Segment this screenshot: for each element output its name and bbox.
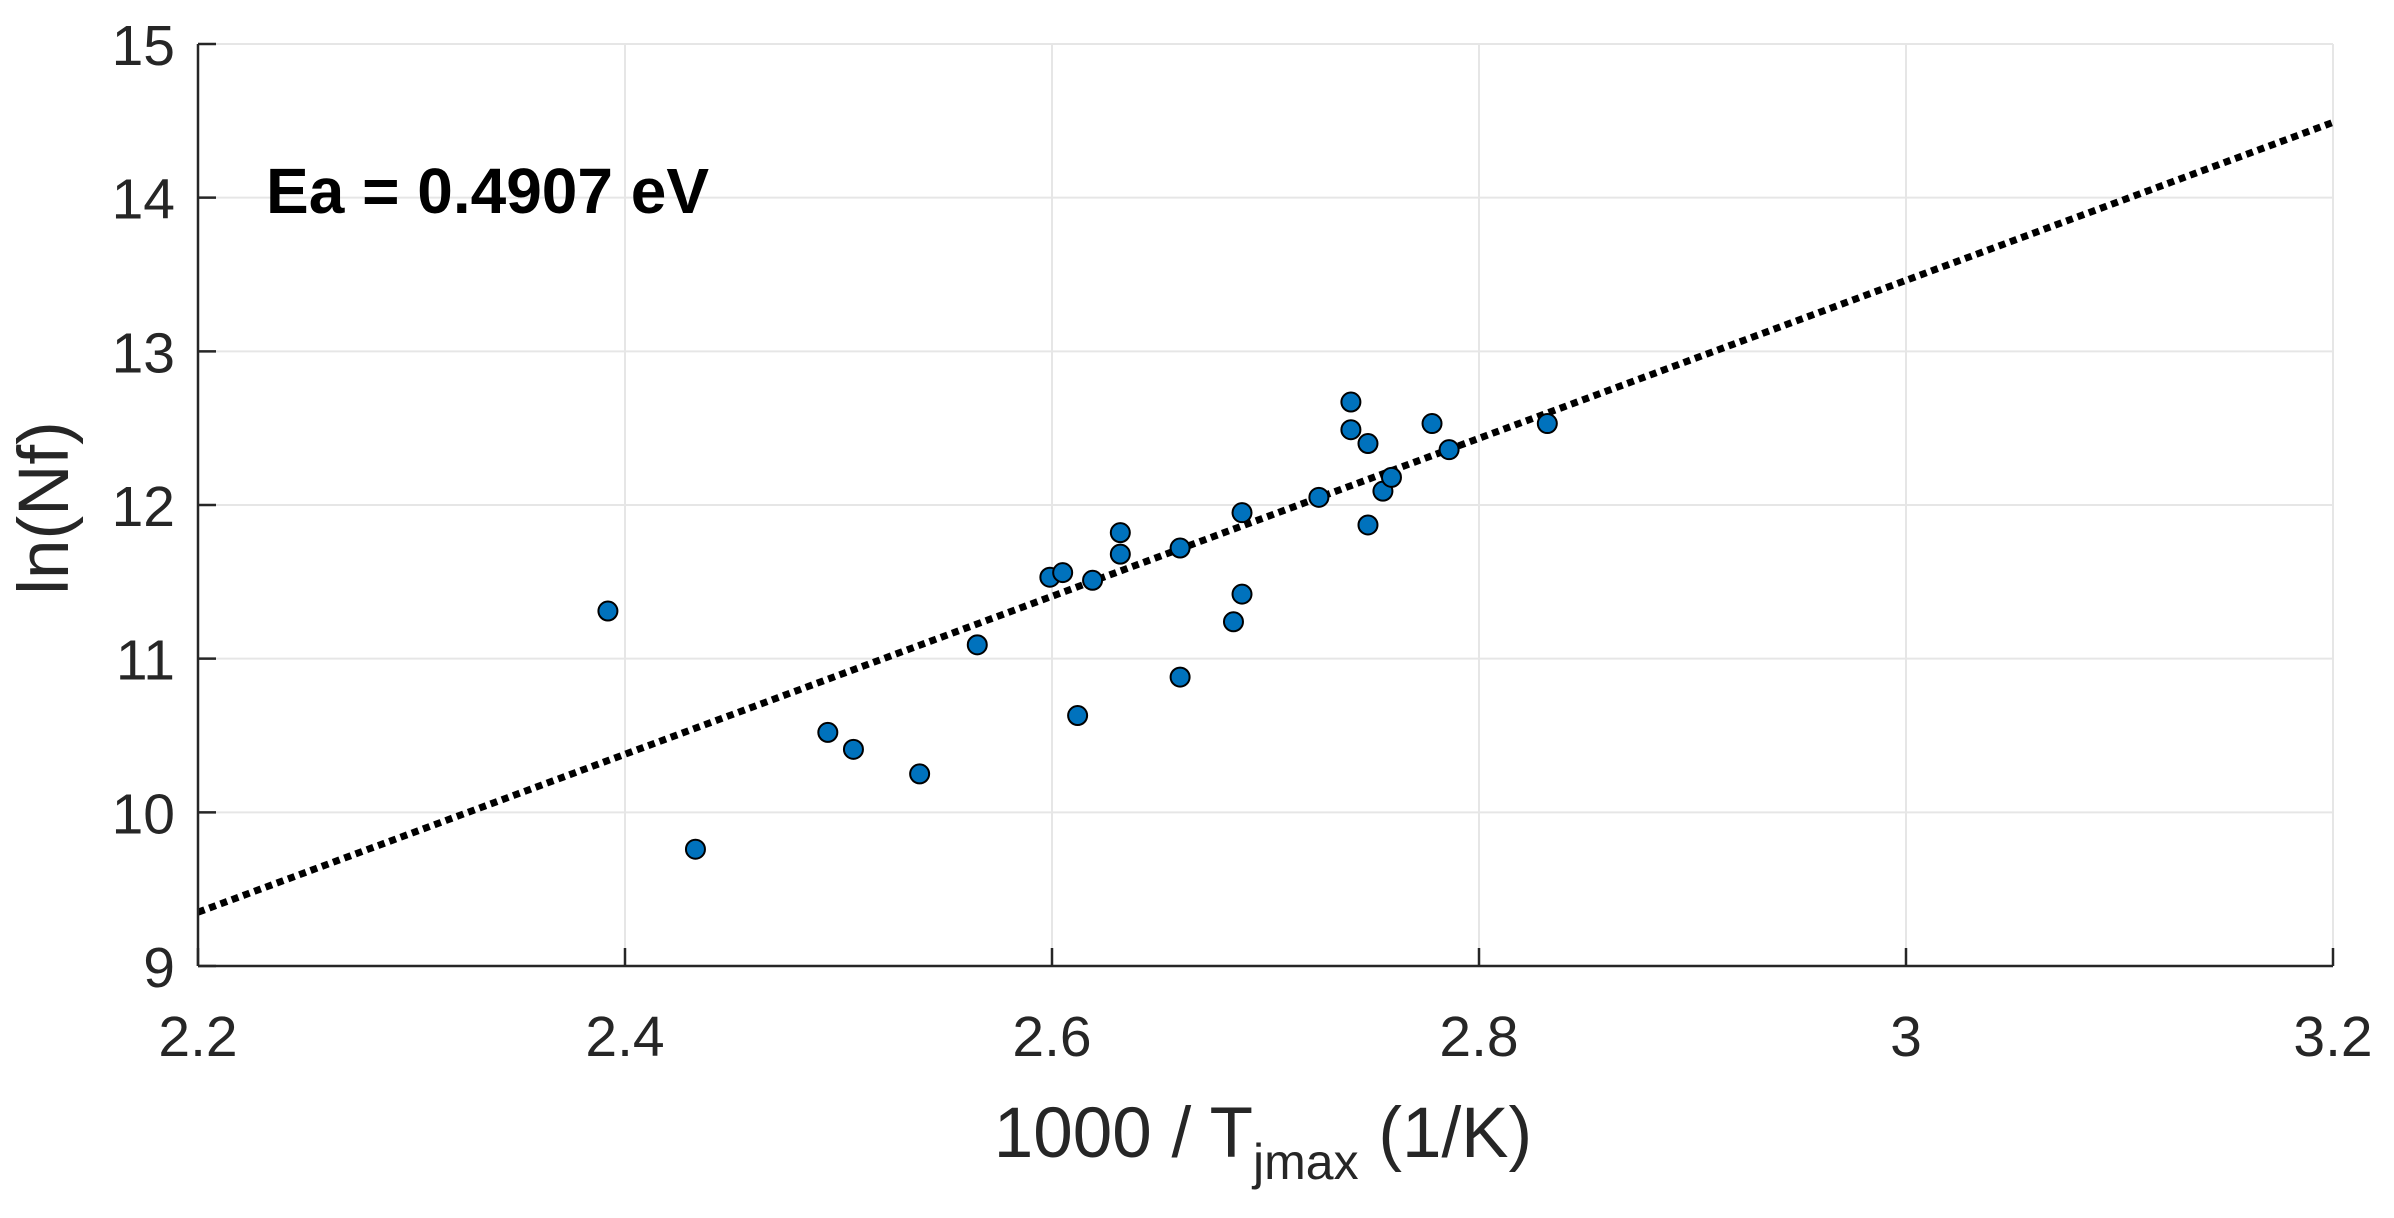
data-point <box>1231 502 1253 524</box>
data-point <box>1340 391 1362 413</box>
activation-energy-annotation: Ea = 0.4907 eV <box>266 155 709 227</box>
data-point <box>1067 705 1089 727</box>
x-tick-label: 3.2 <box>2293 1005 2372 1069</box>
data-point <box>597 600 619 622</box>
data-point <box>1169 537 1191 559</box>
data-point <box>1438 439 1460 461</box>
x-tick-label: 2.2 <box>158 1005 237 1069</box>
data-point <box>966 634 988 656</box>
data-point <box>1169 666 1191 688</box>
data-point <box>1109 522 1131 544</box>
axes <box>196 42 2335 968</box>
fit-line <box>196 119 2335 916</box>
y-tick-label: 11 <box>116 629 175 693</box>
data-point <box>909 763 931 785</box>
data-point <box>1231 583 1253 605</box>
data-point <box>1222 611 1244 633</box>
x-axis-label-unit: (1/K) <box>1359 1094 1533 1173</box>
x-axis-label: 1000 / Tjmax (1/K) <box>994 1094 1532 1190</box>
y-axis-label: ln(Nf) <box>5 421 84 595</box>
data-point <box>1357 433 1379 455</box>
y-tick-label: 15 <box>112 14 175 78</box>
x-tick-label: 2.6 <box>1012 1005 1091 1069</box>
y-tick-label: 10 <box>112 782 175 846</box>
data-point <box>1421 413 1443 435</box>
x-axis-label-main: 1000 / T <box>994 1094 1253 1173</box>
data-point <box>817 721 839 743</box>
data-point <box>1052 562 1074 584</box>
y-tick-label: 14 <box>112 168 175 232</box>
y-tick-label: 12 <box>112 475 175 539</box>
x-tick-label: 2.8 <box>1439 1005 1518 1069</box>
data-point <box>684 838 706 860</box>
fit-line-layer <box>196 119 2335 916</box>
data-point <box>1536 413 1558 435</box>
x-tick-label: 2.4 <box>585 1005 664 1069</box>
data-point <box>1082 569 1104 591</box>
data-point <box>1109 543 1131 565</box>
data-point <box>1380 466 1402 488</box>
x-axis-label-subscript: jmax <box>1251 1134 1359 1190</box>
data-point <box>842 738 864 760</box>
y-tick-label: 13 <box>112 321 175 385</box>
x-tick-label: 3 <box>1890 1005 1922 1069</box>
data-points <box>597 391 1558 860</box>
tick-labels: 2.2 2.4 2.6 2.8 3 3.2 9 10 11 12 13 14 15 <box>112 14 2373 1069</box>
data-point <box>1357 514 1379 536</box>
data-point <box>1308 486 1330 508</box>
data-point <box>1340 419 1362 441</box>
y-tick-label: 9 <box>143 936 175 1000</box>
